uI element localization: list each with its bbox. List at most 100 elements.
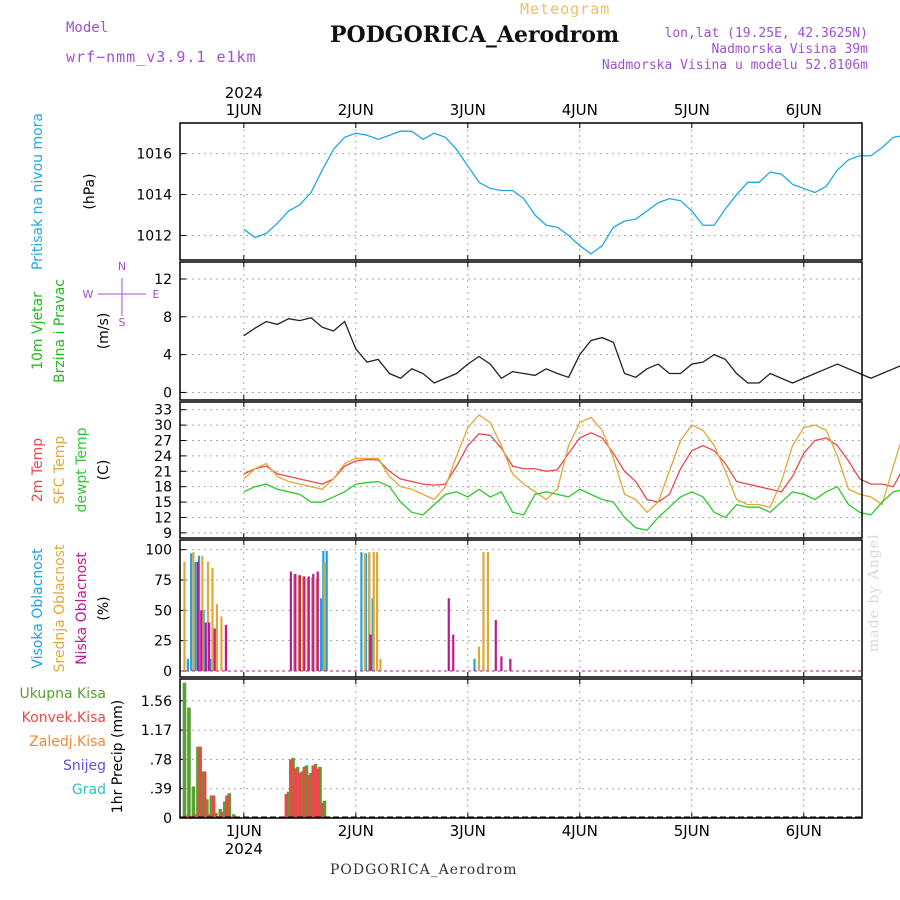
station-title: PODGORICA_Aerodrom: [330, 22, 620, 48]
precip-legend-item: Konvek.Kisa: [22, 710, 106, 726]
bar-niska-oblacnost: [447, 598, 450, 671]
bar-visoka-oblacnost: [364, 553, 367, 671]
y-tick-label: 25: [154, 634, 172, 650]
bar-ukupna-kisa: [196, 746, 200, 818]
bar-niska-oblacnost: [369, 634, 372, 671]
bar-konvek.kisa: [184, 815, 189, 818]
bar-niska-oblacnost: [289, 571, 292, 671]
y-tick-label: 100: [145, 543, 172, 559]
series-line-2m-temp: [243, 432, 900, 503]
compass-east: E: [153, 288, 160, 301]
bar-ukupna-kisa: [286, 791, 291, 818]
year-label-bottom: 2024: [225, 840, 263, 858]
x-tick-label-bottom: 3JUN: [450, 822, 486, 840]
y-tick-label: 0: [163, 664, 172, 680]
y-tick-label: 1016: [136, 147, 172, 163]
bar-niska-oblacnost: [204, 622, 207, 671]
series-line-sfc-temp: [243, 413, 900, 514]
bar-niska-oblacnost: [294, 573, 297, 671]
precip-legend-item: Snijeg: [63, 758, 106, 774]
bar-srednja-oblacnost: [323, 561, 326, 671]
bar-konvek.kisa: [225, 795, 229, 818]
precip-legend-item: Grad: [72, 782, 106, 798]
bar-niska-oblacnost: [213, 628, 216, 671]
y-tick-label: 12: [154, 272, 172, 288]
bar-konvek.kisa: [289, 759, 293, 818]
y-axis-label: Visoka Oblacnost: [30, 548, 46, 669]
panel-frame-precip: [179, 678, 863, 819]
series-line-wind: [243, 317, 900, 384]
y-tick-label: 50: [154, 603, 172, 619]
bar-ukupna-kisa: [309, 772, 313, 818]
bar-srednja-oblacnost: [482, 552, 485, 671]
bar-visoka-oblacnost: [190, 553, 193, 671]
y-axis-label: dewpt Temp: [74, 427, 90, 512]
bar-srednja-oblacnost: [306, 577, 309, 671]
x-tick-label-bottom: 1JUN: [226, 822, 262, 840]
y-axis-label: (%): [96, 596, 112, 620]
bar-konvek.kisa: [211, 795, 216, 818]
bar-srednja-oblacnost: [293, 573, 296, 671]
y-tick-label: .39: [150, 782, 172, 798]
model-elevation-info: Nadmorska Visina u modelu 52.8106m: [601, 58, 868, 73]
bar-srednja-oblacnost: [211, 567, 214, 671]
bar-niska-oblacnost: [509, 658, 512, 671]
bar-niska-oblacnost: [312, 573, 315, 671]
y-tick-label: 21: [154, 464, 172, 480]
bar-niska-oblacnost: [494, 620, 497, 671]
precip-legend-item: Zaledj.Kisa: [29, 734, 106, 750]
y-tick-label: 15: [154, 495, 172, 511]
bar-niska-oblacnost: [452, 634, 455, 671]
y-tick-label: 33: [154, 403, 172, 419]
bar-konvek.kisa: [193, 814, 198, 818]
bar-konvek.kisa: [293, 768, 298, 818]
elevation-info: Nadmorska Visina 39m: [711, 42, 868, 57]
y-tick-label: 30: [154, 418, 172, 434]
bar-ukupna-kisa: [205, 799, 209, 818]
y-axis-label: SFC Temp: [52, 436, 68, 505]
bar-konvek.kisa: [207, 814, 211, 818]
bar-srednja-oblacnost: [297, 575, 300, 671]
bar-srednja-oblacnost: [363, 553, 366, 671]
bar-ukupna-kisa: [218, 808, 223, 818]
panel-frame-temperature: [179, 401, 863, 539]
series-line-pressure: [243, 130, 900, 255]
x-tick-label-top: 4JUN: [562, 101, 598, 119]
x-tick-label-bottom: 6JUN: [786, 822, 822, 840]
bar-srednja-oblacnost: [201, 555, 204, 671]
y-tick-label: 0: [163, 385, 172, 401]
y-tick-label: 1.17: [141, 723, 172, 739]
bar-srednja-oblacnost: [311, 577, 314, 671]
bar-niska-oblacnost: [316, 571, 319, 671]
y-axis-label: 10m Vjetar: [30, 292, 46, 370]
panel-frame-wind: [179, 261, 863, 401]
y-axis-label: (C): [96, 460, 112, 481]
bar-visoka-oblacnost: [202, 610, 205, 671]
y-tick-label: 9: [163, 526, 172, 542]
bar-visoka-oblacnost: [371, 598, 374, 671]
y-axis-label: (hPa): [82, 173, 98, 209]
y-axis-label: Srednja Oblacnost: [52, 544, 68, 672]
bar-visoka-oblacnost: [320, 598, 323, 671]
y-axis-label: Brzina i Pravac: [52, 279, 68, 383]
bar-konvek.kisa: [315, 768, 320, 818]
y-tick-label: 12: [154, 510, 172, 526]
bar-ukupna-kisa: [291, 757, 295, 818]
bar-ukupna-kisa: [300, 771, 304, 818]
y-tick-label: 1014: [136, 188, 172, 204]
panel-frame-cloud: [179, 539, 863, 678]
bar-srednja-oblacnost: [206, 561, 210, 671]
bar-srednja-oblacnost: [379, 658, 382, 671]
y-axis-label: Pritisak na nivou mora: [30, 113, 46, 270]
bar-konvek.kisa: [229, 816, 234, 818]
panel-frame-pressure: [179, 122, 863, 261]
bar-ukupna-kisa: [322, 800, 327, 818]
x-tick-label-top: 2JUN: [338, 101, 374, 119]
x-tick-label-top: 6JUN: [786, 101, 822, 119]
x-tick-label-bottom: 5JUN: [674, 822, 710, 840]
y-tick-label: 1012: [136, 228, 172, 244]
bar-niska-oblacnost: [196, 561, 200, 671]
bar-ukupna-kisa: [182, 682, 187, 818]
model-value: wrf−nmm_v3.9.1 e1km: [66, 48, 257, 66]
bar-visoka-oblacnost: [209, 658, 212, 671]
